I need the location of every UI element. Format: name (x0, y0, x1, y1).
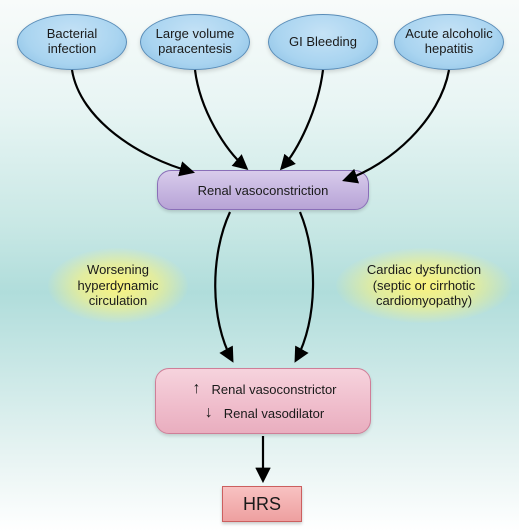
trigger-bacterial: Bacterialinfection (17, 14, 127, 70)
node-renal-factors: ↑ Renal vasoconstrictor ↓ Renal vasodila… (155, 368, 371, 434)
diagram-layer: Bacterialinfection Large volumeparacente… (0, 0, 519, 532)
factor-label: Worseninghyperdynamiccirculation (78, 262, 159, 308)
renal-vasoconstrictor-row: ↑ Renal vasoconstrictor (168, 380, 358, 398)
renal-vasoconstrictor-label: Renal vasoconstrictor (212, 382, 337, 397)
edge-bacterial-to-renal_vasoconstriction (72, 70, 192, 172)
edge-renal_vasoconstriction-to-renal_factors_right (296, 212, 313, 360)
edge-paracentesis-to-renal_vasoconstriction (195, 70, 246, 168)
node-label: Renal vasoconstriction (198, 183, 329, 198)
renal-vasodilator-row: ↓ Renal vasodilator (168, 404, 358, 422)
trigger-paracentesis: Large volumeparacentesis (140, 14, 250, 70)
factor-cardiac-dysfunction: Cardiac dysfunction(septic or cirrhoticc… (336, 248, 512, 323)
hrs-label: HRS (243, 494, 281, 515)
node-renal-vasoconstriction: Renal vasoconstriction (157, 170, 369, 210)
trigger-gi-bleeding: GI Bleeding (268, 14, 378, 70)
factor-hyperdynamic: Worseninghyperdynamiccirculation (48, 248, 188, 323)
edge-gi-to-renal_vasoconstriction (282, 70, 323, 168)
trigger-label: Acute alcoholichepatitis (405, 27, 492, 57)
trigger-label: Large volumeparacentesis (156, 27, 235, 57)
factor-label: Cardiac dysfunction(septic or cirrhoticc… (367, 262, 481, 308)
edge-alcoholic-to-renal_vasoconstriction (345, 70, 449, 180)
node-hrs: HRS (222, 486, 302, 522)
up-arrow-icon: ↑ (190, 380, 204, 398)
trigger-label: Bacterialinfection (47, 27, 98, 57)
edge-renal_vasoconstriction-to-renal_factors_left (215, 212, 232, 360)
trigger-label: GI Bleeding (289, 35, 357, 50)
trigger-alcoholic-hepatitis: Acute alcoholichepatitis (394, 14, 504, 70)
renal-vasodilator-label: Renal vasodilator (224, 406, 324, 421)
down-arrow-icon: ↓ (202, 404, 216, 422)
